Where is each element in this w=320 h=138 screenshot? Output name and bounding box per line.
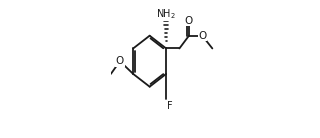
Text: F: F [167, 100, 173, 111]
Text: NH$_2$: NH$_2$ [156, 7, 176, 21]
Text: O: O [116, 56, 124, 66]
Text: O: O [185, 16, 193, 26]
Text: O: O [198, 31, 206, 41]
